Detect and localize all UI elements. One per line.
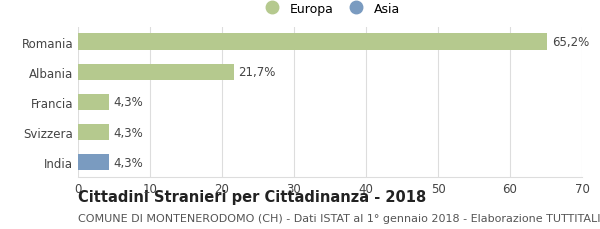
Bar xyxy=(78,154,109,171)
Text: 4,3%: 4,3% xyxy=(113,156,143,169)
Bar xyxy=(78,64,234,81)
Text: COMUNE DI MONTENERODOMO (CH) - Dati ISTAT al 1° gennaio 2018 - Elaborazione TUTT: COMUNE DI MONTENERODOMO (CH) - Dati ISTA… xyxy=(78,213,600,223)
Bar xyxy=(78,124,109,141)
Legend: Europa, Asia: Europa, Asia xyxy=(257,0,403,18)
Text: Cittadini Stranieri per Cittadinanza - 2018: Cittadini Stranieri per Cittadinanza - 2… xyxy=(78,189,426,204)
Text: 4,3%: 4,3% xyxy=(113,126,143,139)
Bar xyxy=(78,94,109,111)
Text: 65,2%: 65,2% xyxy=(552,36,589,49)
Bar xyxy=(78,34,547,51)
Text: 4,3%: 4,3% xyxy=(113,96,143,109)
Text: 21,7%: 21,7% xyxy=(239,66,276,79)
